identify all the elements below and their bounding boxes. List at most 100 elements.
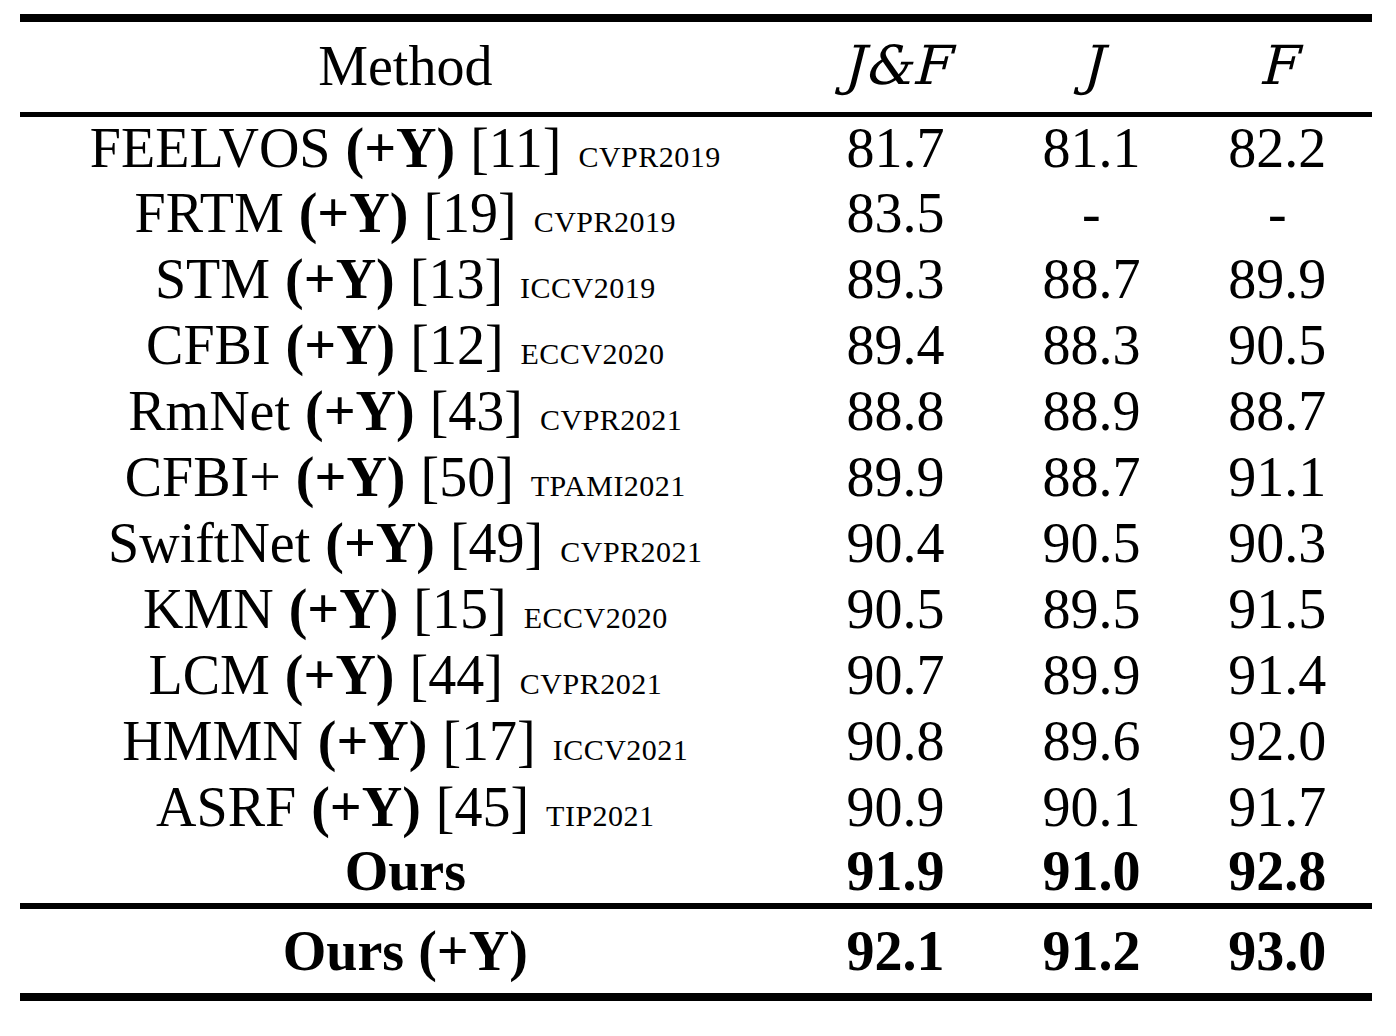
method-venue-label: TIP2021 xyxy=(546,799,655,832)
col-header-f-metric: F xyxy=(1183,18,1372,114)
method-plus-y-tag: (+Y) xyxy=(285,644,395,706)
method-venue-label: CVPR2021 xyxy=(520,667,662,700)
jandf-value-cell: 90.8 xyxy=(791,708,1001,774)
j-value-cell: 88.7 xyxy=(1000,246,1183,312)
f-value-cell: 90.3 xyxy=(1183,510,1372,576)
j-value-cell: 91.0 xyxy=(1000,840,1183,906)
table-row: STM(+Y)[13] ICCV2019 89.388.789.9 xyxy=(20,246,1372,312)
table-row: LCM(+Y)[44]CVPR202190.789.991.4 xyxy=(20,642,1372,708)
method-citation-ref: [17] xyxy=(442,710,535,772)
f-value-cell: 93.0 xyxy=(1183,906,1372,997)
method-name: HMMN xyxy=(122,710,302,772)
method-venue-label: ICCV2019 xyxy=(520,271,656,304)
jandf-value-cell: 88.8 xyxy=(791,378,1001,444)
j-value-cell: 88.9 xyxy=(1000,378,1183,444)
method-cell: CFBI(+Y)[12]ECCV2020 xyxy=(20,312,791,378)
method-cell: RmNet(+Y)[43]CVPR2021 xyxy=(20,378,791,444)
table-row: Ours91.991.092.8 xyxy=(20,840,1372,906)
page: { "page": { "background": "#ffffff", "te… xyxy=(0,0,1396,1036)
method-name: CFBI xyxy=(146,314,271,376)
j-value-cell: 89.5 xyxy=(1000,576,1183,642)
jandf-value-cell: 90.9 xyxy=(791,774,1001,840)
method-cell: STM(+Y)[13] ICCV2019 xyxy=(20,246,791,312)
table-row: FRTM(+Y)[19]CVPR201983.5-- xyxy=(20,180,1372,246)
method-citation-ref: [45] xyxy=(436,776,529,838)
f-value-cell: 89.9 xyxy=(1183,246,1372,312)
method-name: SwiftNet xyxy=(108,512,310,574)
jandf-value-cell: 91.9 xyxy=(791,840,1001,906)
header-row: Method J&F J F xyxy=(20,18,1372,114)
method-cell: FRTM(+Y)[19]CVPR2019 xyxy=(20,180,791,246)
f-value-cell: 92.8 xyxy=(1183,840,1372,906)
method-venue-label: ICCV2021 xyxy=(553,733,689,766)
method-citation-ref: [11] xyxy=(470,117,561,179)
method-citation-ref: [44] xyxy=(409,644,502,706)
method-citation-ref: [49] xyxy=(450,512,543,574)
method-venue-label: CVPR2019 xyxy=(578,140,720,173)
method-plus-y-tag: (+Y) xyxy=(289,578,399,640)
jandf-value-cell: 90.4 xyxy=(791,510,1001,576)
jandf-value-cell: 89.9 xyxy=(791,444,1001,510)
method-plus-y-tag: (+Y) xyxy=(325,512,435,574)
j-value-cell: 89.9 xyxy=(1000,642,1183,708)
f-value-cell: 91.5 xyxy=(1183,576,1372,642)
table-row: ASRF(+Y)[45]TIP202190.990.191.7 xyxy=(20,774,1372,840)
method-plus-y-tag: (+Y) xyxy=(286,314,396,376)
jandf-value-cell: 90.7 xyxy=(791,642,1001,708)
f-value-cell: 91.7 xyxy=(1183,774,1372,840)
method-citation-ref: [43] xyxy=(430,380,523,442)
table-row: HMMN(+Y)[17]ICCV202190.889.692.0 xyxy=(20,708,1372,774)
method-cell: CFBI+(+Y)[50] TPAMI2021 xyxy=(20,444,791,510)
f-value-cell: 82.2 xyxy=(1183,114,1372,180)
col-header-j-metric: J xyxy=(1000,18,1183,114)
results-table-container: Method J&F J F FEELVOS (+Y) [11] CVPR2019 81… xyxy=(20,14,1372,1001)
method-name: CFBI+ xyxy=(125,446,281,508)
method-plus-y-tag: (+Y) xyxy=(296,446,406,508)
method-plus-y-tag: (+Y) xyxy=(285,248,395,310)
f-value-cell: - xyxy=(1183,180,1372,246)
jandf-value-cell: 92.1 xyxy=(791,906,1001,997)
method-venue-label: TPAMI2021 xyxy=(531,469,686,502)
table-row: CFBI+(+Y)[50]TPAMI202189.988.791.1 xyxy=(20,444,1372,510)
method-cell: LCM (+Y)[44] CVPR2021 xyxy=(20,642,791,708)
method-cell: FEELVOS(+Y)[11]CVPR2019 xyxy=(20,114,791,180)
method-name: FEELVOS xyxy=(90,117,331,179)
table-row: FEELVOS(+Y)[11]CVPR201981.781.182.2 xyxy=(20,114,1372,180)
f-value-cell: 88.7 xyxy=(1183,378,1372,444)
table-header: Method J&F J F xyxy=(20,18,1372,114)
j-value-cell: 90.5 xyxy=(1000,510,1183,576)
method-name: STM xyxy=(155,248,270,310)
table-row: KMN(+Y)[15]ECCV202090.589.591.5 xyxy=(20,576,1372,642)
table-row: SwiftNet(+Y)[49]CVPR202190.490.590.3 xyxy=(20,510,1372,576)
method-venue-label: CVPR2021 xyxy=(540,403,682,436)
j-value-cell: 89.6 xyxy=(1000,708,1183,774)
col-header-method: Method xyxy=(20,18,791,114)
method-plus-y-tag: (+Y) xyxy=(305,380,415,442)
method-cell: KMN(+Y)[15]ECCV2020 xyxy=(20,576,791,642)
method-plus-y-tag: (+Y) xyxy=(311,776,421,838)
j-value-cell: 81.1 xyxy=(1000,114,1183,180)
method-name: LCM xyxy=(148,644,269,706)
j-value-cell: 91.2 xyxy=(1000,906,1183,997)
method-cell: HMMN (+Y)[17] ICCV2021 xyxy=(20,708,791,774)
method-plus-y-tag: (+Y) xyxy=(318,710,428,772)
method-cell: SwiftNet(+Y)[49]CVPR2021 xyxy=(20,510,791,576)
f-value-cell: 90.5 xyxy=(1183,312,1372,378)
j-value-cell: 88.7 xyxy=(1000,444,1183,510)
table-row: CFBI(+Y)[12]ECCV202089.488.390.5 xyxy=(20,312,1372,378)
method-venue-label: ECCV2020 xyxy=(524,601,668,634)
table-row: Ours (+Y)92.191.293.0 xyxy=(20,906,1372,997)
benchmark-results-table: Method J&F J F FEELVOS (+Y) [11] CVPR2019 81… xyxy=(20,14,1372,1001)
method-citation-ref: [19] xyxy=(423,182,516,244)
method-venue-label: CVPR2019 xyxy=(534,205,676,238)
method-citation-ref: [50] xyxy=(420,446,513,508)
col-header-jandf-metric: J&F xyxy=(791,18,1001,114)
method-citation-ref: [15] xyxy=(413,578,506,640)
jandf-value-cell: 89.3 xyxy=(791,246,1001,312)
j-value-cell: 90.1 xyxy=(1000,774,1183,840)
method-citation-ref: [13] xyxy=(410,248,503,310)
method-cell: Ours (+Y) xyxy=(20,906,791,997)
table-row: RmNet(+Y)[43]CVPR202188.888.988.7 xyxy=(20,378,1372,444)
method-name: FRTM xyxy=(135,182,284,244)
jandf-value-cell: 81.7 xyxy=(791,114,1001,180)
